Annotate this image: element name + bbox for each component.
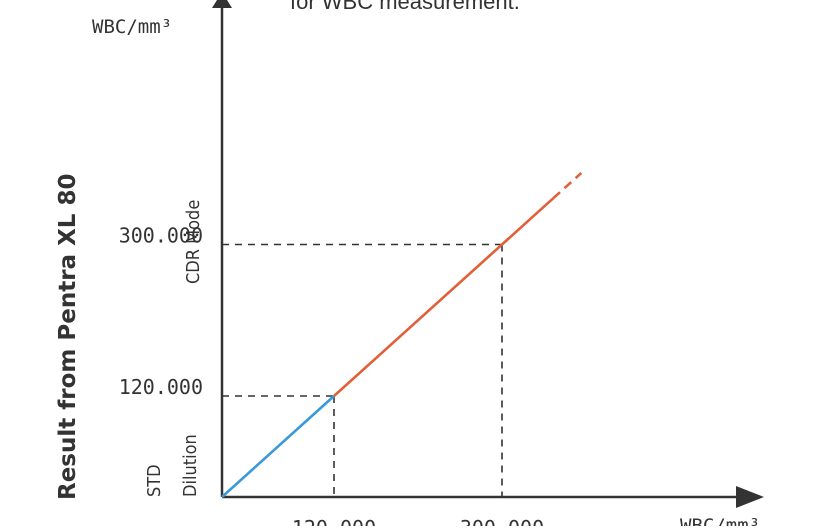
region-cdr-mode-label: CDR Mode [183, 200, 204, 284]
region-std-dilution: STD Dilution [144, 434, 201, 497]
series-line-1 [333, 197, 555, 397]
region-std-label: STD [144, 464, 165, 497]
y-axis-title: Result from Pentra XL 80 [55, 174, 81, 500]
x-unit-label: WBC/mm³ [680, 515, 760, 526]
data-series [221, 171, 583, 498]
y-tick-label-1: 300.000 [119, 224, 203, 248]
series-line-2 [552, 171, 583, 200]
x-axis-arrow [736, 486, 764, 508]
series-line-0 [221, 395, 335, 498]
y-axis-arrow [212, 0, 232, 8]
x-tick-label-1: 300.000 [460, 516, 544, 526]
y-unit-label: WBC/mm³ [92, 16, 172, 38]
y-tick-label-0: 120.000 [119, 375, 203, 399]
caption: for WBC measurement. [290, 0, 520, 14]
x-tick-label-0: 120.000 [292, 516, 376, 526]
region-dilution-label: Dilution [180, 434, 201, 497]
reference-lines [222, 243, 503, 497]
